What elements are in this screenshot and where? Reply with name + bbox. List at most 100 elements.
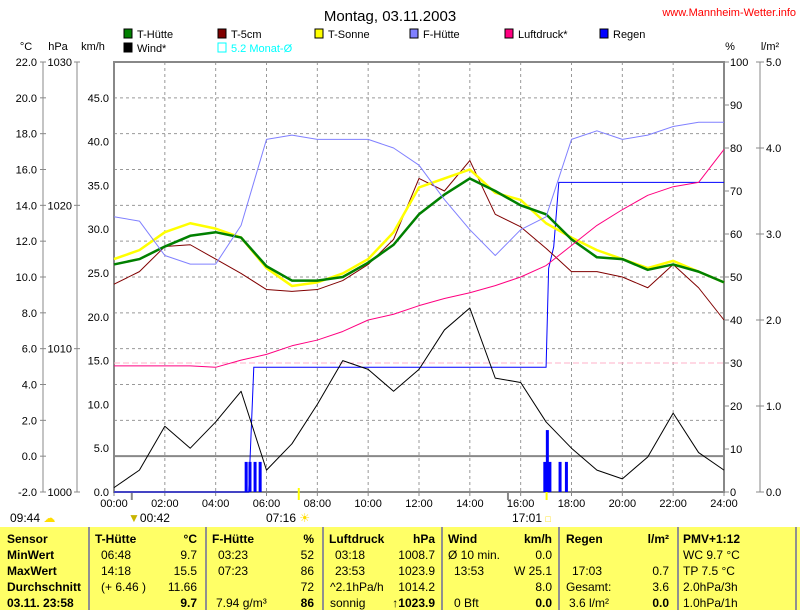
tick-label-kmh: 20.0 (88, 312, 109, 324)
tick-label-hpa: 1000 (48, 487, 72, 499)
tick-label-celsius: 6.0 (22, 344, 37, 356)
row-label: MinWert (7, 548, 55, 562)
tick-label-celsius: 8.0 (22, 308, 37, 320)
tick-label-kmh: 45.0 (88, 93, 109, 105)
tick-label-celsius: 0.0 (22, 451, 37, 463)
cell: 1008.7 (398, 548, 435, 562)
col-luftdruck: Luftdruck hPa 03:18 1008.7 23:53 1023.9 … (324, 527, 443, 610)
chart-title: Montag, 03.11.2003 (324, 8, 456, 25)
tick-label-celsius: 4.0 (22, 380, 37, 392)
cell: 52 (300, 548, 314, 562)
summary-table: Sensor MinWert MaxWert Durchschnitt 03.1… (0, 527, 800, 610)
tick-label-rain: 4.0 (766, 143, 781, 155)
tick-label-kmh: 0.0 (94, 487, 109, 499)
cell: 9.7 (180, 596, 197, 610)
cell: 1.0hPa/1h (683, 596, 738, 610)
cell: WC 9.7 °C (683, 548, 740, 562)
cell: 23:53 (335, 564, 366, 578)
rain-bar (253, 461, 257, 492)
tick-label-percent: 80 (730, 143, 742, 155)
unit: hPa (412, 532, 435, 546)
rain-bar (258, 461, 262, 492)
tick-label-celsius: 10.0 (16, 272, 37, 284)
unit: km/h (523, 532, 552, 546)
legend-swatch (599, 28, 609, 39)
cell: 0.0 (535, 596, 552, 610)
plot-frame (113, 61, 725, 493)
header: T-Hütte (95, 532, 137, 546)
tick-label-kmh: 10.0 (88, 399, 109, 411)
legend-swatch (217, 42, 227, 53)
marker-time: 17:01 (512, 511, 543, 525)
rain-bar (558, 461, 562, 492)
tick-label-percent: 10 (730, 444, 742, 456)
tick-label-rain: 0.0 (766, 487, 781, 499)
tick-label-celsius: 14.0 (16, 200, 37, 212)
col-pmv: PMV+1:12 WC 9.7 °C TP 7.5 °C 2.0hPa/3h 1… (679, 527, 797, 610)
header: Sensor (7, 532, 48, 546)
cell: 14:18 (101, 564, 132, 578)
row-label: Durchschnitt (7, 580, 82, 594)
legend-swatch (409, 28, 419, 39)
weather-chart: Montag, 03.11.2003 www.Mannheim-Wetter.i… (16, 7, 796, 510)
cell: 11.66 (167, 580, 197, 594)
rain-bar (543, 461, 547, 492)
legend: T-Hütte T-5cm T-Sonne F-Hütte Luftdruck* Rege… (123, 28, 645, 55)
cell: sonnig (330, 596, 366, 610)
rain-bar (564, 461, 568, 492)
series-line-t-5cm (113, 160, 725, 321)
tick-label-hpa: 1030 (48, 57, 72, 69)
tick-label-percent: 70 (730, 186, 742, 198)
legend-swatch (123, 28, 133, 39)
cell: 1023.9 (398, 564, 435, 578)
tick-label-kmh: 35.0 (88, 180, 109, 192)
axis-unit-hpa: hPa (48, 41, 68, 53)
legend-swatch (217, 28, 227, 39)
cell: 72 (300, 580, 314, 594)
col-t-huette: T-Hütte °C 06:48 9.7 14:18 15.5 (+ 6.46 … (90, 527, 207, 610)
tick-label-kmh: 25.0 (88, 268, 109, 280)
marker-time: 00:42 (139, 511, 170, 525)
header: F-Hütte (212, 532, 254, 546)
wind-arrow-icon: ▼ (128, 511, 140, 525)
col-wind: Wind km/h Ø 10 min. 0.0 13:53 W 25.1 8.0… (443, 527, 560, 610)
marker-left: 09:44 ☁ (10, 511, 55, 525)
rain-bar (548, 461, 552, 492)
cell: (+ 6.46 ) (101, 580, 147, 594)
legend-label: T-5cm (231, 29, 262, 41)
sun-icon: ☀ (299, 511, 311, 525)
cell: 8.0 (535, 580, 552, 594)
plot-area (113, 121, 725, 493)
tick-label-percent: 100 (730, 57, 748, 69)
tick-label-time: 18:00 (558, 498, 586, 510)
cell: 15.5 (173, 564, 197, 578)
row-label: 03.11. 23:58 (7, 596, 74, 610)
axis-unit-rain: l/m² (761, 41, 780, 53)
tick-label-celsius: 22.0 (16, 57, 37, 69)
tick-label-time: 24:00 (710, 498, 738, 510)
legend-label: F-Hütte (423, 29, 460, 41)
cell: 03:18 (335, 548, 366, 562)
rain-bar (248, 461, 252, 492)
rain-cumulative-line (114, 181, 724, 493)
tick-label-celsius: 2.0 (22, 415, 37, 427)
cell: Ø 10 min. (448, 548, 501, 562)
cell: 9.7 (180, 548, 197, 562)
tick-label-time: 06:00 (253, 498, 281, 510)
tick-label-kmh: 5.0 (94, 443, 109, 455)
tick-label-celsius: 18.0 (16, 129, 37, 141)
header: Regen (566, 532, 603, 546)
legend-label: Wind* (137, 43, 167, 55)
cell: W 25.1 (513, 564, 552, 578)
cell: 3.6 (652, 580, 669, 594)
col-sensor: Sensor MinWert MaxWert Durchschnitt 03.1… (0, 527, 90, 610)
tick-label-celsius: 16.0 (16, 165, 37, 177)
site-link[interactable]: www.Mannheim-Wetter.info (661, 7, 796, 19)
cell: 1014.2 (398, 580, 435, 594)
cell: 03:23 (218, 548, 249, 562)
marker-wind-max: ▼00:42 (128, 511, 170, 525)
tick-label-celsius: 12.0 (16, 236, 37, 248)
row-label: MaxWert (7, 564, 57, 578)
cell: 0.0 (652, 596, 669, 610)
